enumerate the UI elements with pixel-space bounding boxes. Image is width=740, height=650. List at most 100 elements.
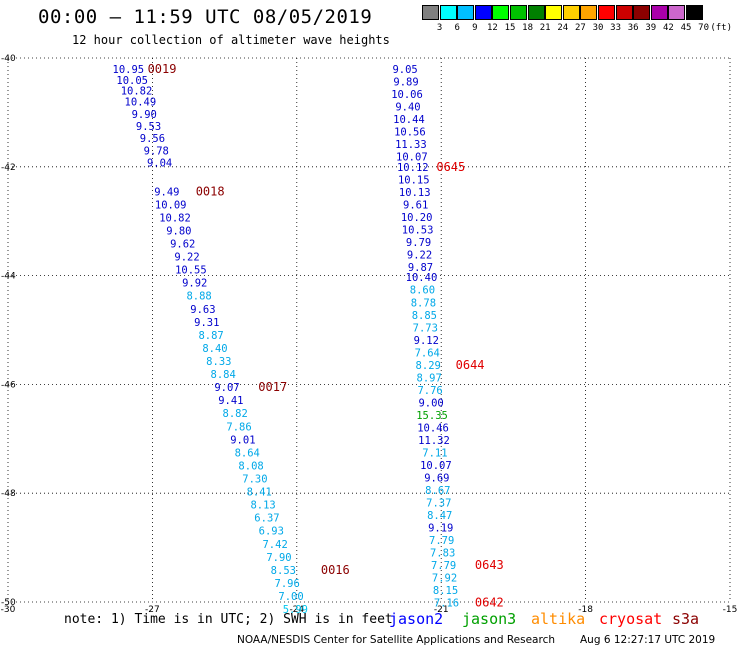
colorbar-label: 3: [436, 23, 443, 33]
wave-height-label: 7.83: [430, 547, 455, 559]
wave-height-label: 9.78: [144, 145, 169, 157]
x-tick-label: -21: [434, 605, 449, 615]
wave-height-label: 8.47: [427, 510, 452, 522]
wave-height-label: 7.73: [413, 322, 438, 334]
time-tag-label: 0019: [148, 62, 177, 76]
wave-height-label: 7.00: [278, 591, 303, 603]
colorbar-swatch: [474, 5, 492, 20]
y-tick-label: -40: [1, 54, 16, 64]
wave-height-label: 9.89: [393, 76, 418, 88]
data-labels: 10.9510.0510.8210.499.909.539.569.789.04…: [113, 64, 460, 616]
colorbar-label: 24: [557, 23, 569, 33]
wave-height-label: 10.49: [125, 97, 157, 109]
wave-height-label: 8.41: [247, 487, 272, 499]
wave-height-label: 9.92: [182, 278, 207, 290]
wave-height-label: 10.07: [396, 151, 428, 163]
wave-height-label: 9.61: [403, 199, 428, 211]
wave-height-label: 8.78: [411, 297, 436, 309]
wave-height-label: 11.32: [418, 435, 450, 447]
wave-height-label: 11.33: [395, 139, 427, 151]
wave-height-label: 10.20: [401, 212, 433, 224]
wave-height-label: 9.41: [218, 395, 243, 407]
wave-height-label: 9.56: [140, 133, 165, 145]
legend-cryosat: cryosat: [599, 610, 663, 628]
wave-height-label: 7.79: [431, 560, 456, 572]
wave-height-label: 10.05: [116, 75, 148, 87]
colorbar-label: 21: [539, 23, 551, 33]
wave-height-label: 8.84: [211, 369, 236, 381]
wave-height-label: 10.95: [113, 64, 145, 76]
axes: -30 -27 -24 -21 -18 -15 -40 -42 -44 -46 -48 -50: [1, 54, 738, 615]
colorbar-swatch: [510, 5, 527, 20]
wave-height-label: 7.64: [415, 347, 440, 359]
wave-height-label: 9.69: [424, 472, 449, 484]
wave-height-label: 8.97: [417, 372, 442, 384]
grid-lines: [7, 57, 731, 603]
wave-height-label: 10.13: [399, 187, 431, 199]
wave-height-label: 9.05: [392, 64, 417, 76]
time-tag-label: 0642: [475, 596, 504, 610]
wave-height-label: 7.16: [434, 598, 459, 610]
time-tag-label: 0645: [436, 160, 465, 174]
wave-height-label: 8.67: [425, 485, 450, 497]
wave-height-label: 9.40: [395, 101, 420, 113]
wave-height-label: 10.40: [406, 272, 438, 284]
colorbar-label: 27: [574, 23, 586, 33]
wave-height-label: 10.06: [391, 89, 423, 101]
wave-height-label: 15.35: [416, 410, 448, 422]
x-tick-label: -15: [723, 605, 738, 615]
time-tag-label: 0643: [475, 558, 504, 572]
wave-height-label: 9.62: [170, 239, 195, 251]
colorbar-swatch: [527, 5, 545, 20]
x-tick-label: -30: [1, 605, 16, 615]
time-tag-label: 0644: [456, 358, 485, 372]
colorbar-label: 15: [504, 23, 516, 33]
wave-height-label: 9.22: [407, 249, 432, 261]
wave-height-label: 10.82: [159, 212, 191, 224]
wave-height-label: 7.42: [262, 539, 287, 551]
wave-height-label: 8.82: [223, 408, 248, 420]
x-tick-label: -24: [289, 605, 304, 615]
footer-credit: NOAA/NESDIS Center for Satellite Applica…: [237, 634, 555, 646]
wave-height-label: 7.37: [426, 497, 451, 509]
wave-height-label: 8.85: [412, 310, 437, 322]
wave-height-label: 9.12: [414, 335, 439, 347]
wave-height-label: 7.79: [429, 535, 454, 547]
y-tick-label: -48: [1, 489, 16, 499]
wave-height-label: 8.29: [416, 360, 441, 372]
colorbar-label: (ft): [710, 23, 733, 33]
colorbar-label: 9: [472, 23, 478, 33]
wave-height-label: 10.46: [417, 422, 449, 434]
colorbar-label: 70: [698, 23, 710, 33]
wave-height-label: 7.76: [417, 385, 442, 397]
colorbar-label: 45: [680, 23, 692, 33]
wave-height-label: 10.07: [420, 460, 452, 472]
wave-height-label: 10.15: [398, 174, 430, 186]
colorbar-swatch: [439, 5, 457, 20]
wave-height-label: 9.22: [174, 252, 199, 264]
colorbar-label: 39: [645, 23, 657, 33]
wave-height-label: 6.93: [259, 526, 284, 538]
wave-height-label: 9.90: [132, 109, 157, 121]
colorbar-swatch: [633, 5, 651, 20]
wave-height-label: 7.30: [242, 474, 267, 486]
wave-height-label: 9.79: [406, 237, 431, 249]
wave-height-label: 9.19: [428, 522, 453, 534]
wave-height-label: 7.96: [275, 578, 300, 590]
wave-height-label: 9.01: [230, 434, 255, 446]
page-subtitle: 12 hour collection of altimeter wave hei…: [72, 33, 390, 47]
colorbar-label: 6: [454, 23, 460, 33]
wave-height-label: 8.33: [206, 356, 231, 368]
colorbar-swatch: [598, 5, 615, 20]
wave-height-label: 5.99: [283, 604, 308, 616]
wave-height-label: 8.64: [235, 447, 260, 459]
wave-height-label: 10.53: [402, 224, 434, 236]
wave-height-label: 8.60: [410, 285, 435, 297]
wave-height-label: 10.55: [175, 265, 207, 277]
wave-height-label: 10.12: [397, 162, 429, 174]
y-tick-label: -42: [1, 163, 16, 173]
legend-jason2: jason2: [389, 610, 444, 628]
wave-height-label: 8.53: [271, 565, 296, 577]
wave-height-label: 9.80: [166, 225, 191, 237]
wave-height-label: 10.56: [394, 126, 426, 138]
